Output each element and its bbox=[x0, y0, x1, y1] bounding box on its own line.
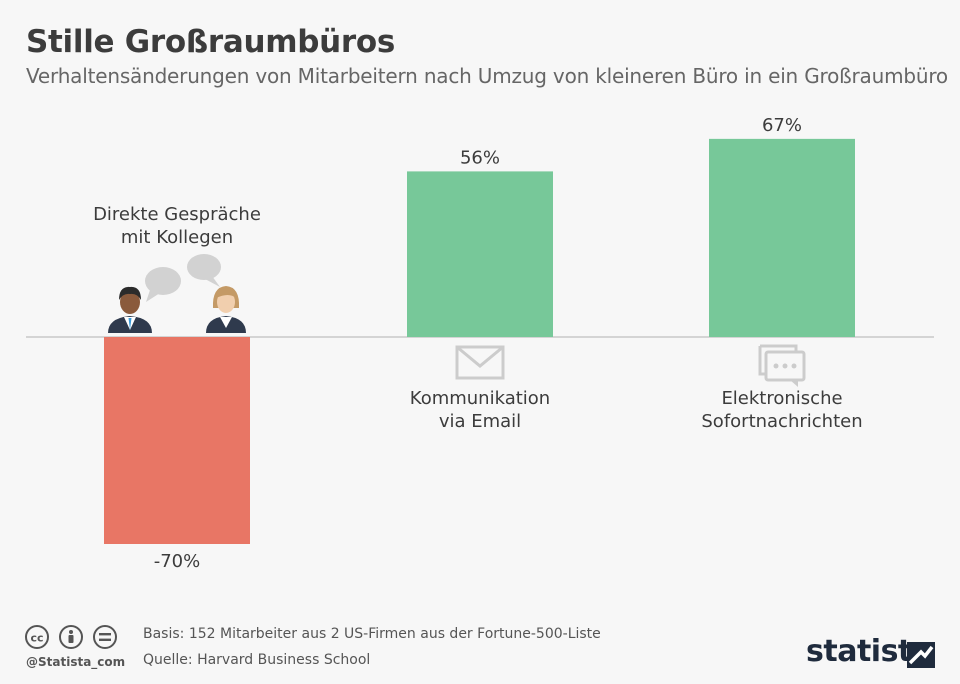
bar-1 bbox=[407, 171, 553, 337]
bar-0 bbox=[104, 337, 250, 544]
category-label-2: Sofortnachrichten bbox=[701, 411, 862, 432]
attribution-icon bbox=[59, 625, 83, 649]
people-talking-icon bbox=[108, 254, 246, 333]
chat-bubble-icon bbox=[758, 344, 806, 387]
source-note: Quelle: Harvard Business School bbox=[143, 652, 371, 668]
creative-commons-icon bbox=[25, 625, 49, 649]
statista-logo-icon bbox=[907, 642, 935, 668]
value-label-0: -70% bbox=[154, 551, 201, 572]
category-label-1: Kommunikation bbox=[410, 388, 550, 409]
category-label-0: Direkte Gespräche bbox=[93, 204, 261, 225]
basis-note: Basis: 152 Mitarbeiter aus 2 US-Firmen a… bbox=[143, 626, 601, 642]
bar-2 bbox=[709, 138, 855, 337]
chart-title: Stille Großraumbüros bbox=[26, 24, 396, 60]
category-label-2: Elektronische bbox=[721, 388, 842, 409]
category-label-0: mit Kollegen bbox=[121, 227, 233, 248]
no-derivatives-icon bbox=[93, 625, 117, 649]
svg-text:cc: cc bbox=[30, 632, 43, 645]
value-label-1: 56% bbox=[460, 147, 500, 168]
envelope-icon bbox=[455, 345, 505, 380]
value-label-2: 67% bbox=[762, 115, 802, 136]
statista-handle: @Statista_com bbox=[26, 655, 126, 669]
category-label-1: via Email bbox=[439, 411, 521, 432]
license-icons: cc bbox=[24, 624, 124, 657]
chart-subtitle: Verhaltensänderungen von Mitarbeitern na… bbox=[26, 64, 948, 88]
